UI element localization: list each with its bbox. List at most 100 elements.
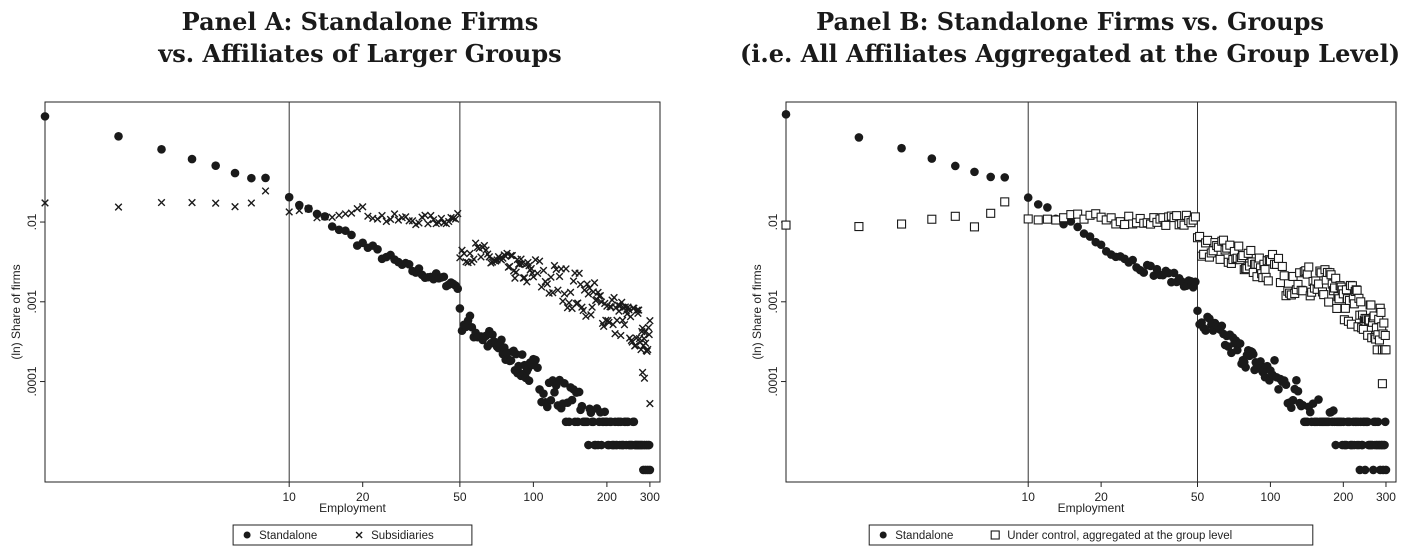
panel-b-group-point	[1313, 279, 1324, 289]
panel-b-group-point	[1246, 245, 1256, 256]
panel-a-standalone-point	[347, 230, 356, 240]
panel-a-standalone-point	[497, 335, 506, 345]
panel-b-standalone-point	[1023, 193, 1033, 202]
panel-b-standalone-point	[970, 167, 979, 177]
panel-b-data-points	[781, 110, 1391, 475]
panel-a-subsidiaries-point	[643, 347, 651, 356]
panel-a-standalone-point	[488, 330, 497, 340]
panel-b-legend-marker-standalone	[879, 531, 887, 539]
panel-a-subsidiaries-point	[511, 274, 519, 282]
panel-b-group-point	[897, 219, 907, 229]
panel-b-group-point	[1319, 290, 1329, 300]
panel-b-y-axis-label: (ln) Share of firms	[750, 264, 764, 359]
panel-a-standalone-point	[341, 226, 350, 236]
panel-a-standalone-point	[600, 407, 610, 417]
panel-a-y-axis-label: (ln) Share of firms	[9, 264, 23, 359]
panel-a-subsidiaries-point	[626, 312, 635, 321]
panel-a-subsidiaries-point	[462, 258, 470, 266]
panel-a-standalone-point	[539, 389, 548, 398]
panel-a-subsidiaries-point	[646, 316, 654, 325]
panel-a-standalone-point	[550, 388, 559, 397]
panel-b-standalone-point	[1043, 203, 1052, 212]
panel-a-subsidiaries-point	[453, 209, 462, 218]
panel-a-subsidiaries-point	[469, 255, 478, 263]
panel-a-subsidiaries-point	[415, 219, 423, 227]
panel-a-standalone-point	[517, 350, 527, 359]
panel-a-subsidiaries-point	[618, 316, 627, 325]
panel-b-standalone-point	[1033, 200, 1043, 209]
panel-a-subsidiaries-point	[643, 345, 652, 354]
panel-a-standalone-point	[645, 465, 655, 475]
panel-a-standalone-point	[560, 379, 569, 388]
panel-b-group-point	[950, 211, 960, 221]
panel-a-standalone-point	[597, 440, 606, 450]
panel-b-group-point	[1000, 197, 1010, 207]
panel-b-group-point	[1381, 345, 1391, 355]
panel-a-subsidiaries-point	[613, 316, 621, 325]
panel-a-standalone-point	[373, 245, 382, 254]
panel-b-x-axis-label: Employment	[1058, 501, 1125, 515]
panel-b-standalone-point	[1241, 363, 1250, 372]
panel-a-subsidiaries-point	[640, 334, 648, 343]
panel-a-subsidiaries-point	[364, 212, 372, 221]
panel-a-subsidiaries-point	[565, 298, 573, 307]
panel-b-group-point	[1042, 214, 1052, 224]
panel-a-title-line-2: vs. Affiliates of Larger Groups	[158, 39, 562, 68]
panel-a-subsidiaries-point	[576, 280, 585, 289]
panel-a-standalone-point	[261, 173, 270, 183]
panel-a-standalone-point	[533, 363, 542, 372]
panel-a-standalone-point	[334, 225, 344, 235]
panel-a-x-tick-label: 200	[597, 490, 617, 504]
panel-a-standalone-point	[542, 402, 552, 412]
panel-a-subsidiaries-point	[231, 202, 239, 211]
panel-b-group-point	[1366, 300, 1376, 310]
panel-b-standalone-point	[1249, 349, 1258, 359]
panel-b-y-tick-label: .001	[766, 290, 780, 314]
panel-a-x-axis-label: Employment	[319, 501, 386, 515]
panel-a-subsidiaries-point	[646, 399, 654, 408]
panel-a-standalone-point	[567, 395, 577, 405]
panel-a-subsidiaries-point	[471, 239, 480, 247]
panel-a-subsidiaries-point	[382, 217, 391, 226]
panel-a-standalone-point	[294, 200, 304, 210]
panel-a-subsidiaries-point	[560, 289, 569, 298]
panel-b-group-point	[1277, 261, 1287, 272]
panel-a-subsidiaries-point	[569, 277, 578, 285]
panel-a-plot-frame	[44, 101, 661, 483]
panel-b-title-line-2: (i.e. All Affiliates Aggregated at the G…	[739, 39, 1401, 68]
panel-b-group-point	[1356, 297, 1366, 307]
panel-a-x-tick-label: 100	[523, 490, 543, 504]
panel-b-standalone-point	[1292, 376, 1301, 385]
panel-a-subsidiaries-point	[599, 322, 608, 331]
panel-a-standalone-point	[506, 356, 516, 365]
panel-b-legend: Standalone Under control, aggregated at t…	[868, 524, 1314, 546]
panel-a-legend-label: Standalone	[259, 530, 317, 542]
panel-a-subsidiaries-point	[588, 303, 596, 311]
panel-a-x-tick-label: 20	[356, 490, 370, 504]
panel-b-group-point	[1331, 273, 1341, 283]
panel-a-standalone-point	[584, 440, 593, 450]
panel-a-subsidiaries-point	[378, 211, 386, 220]
panel-a-subsidiaries-point	[523, 277, 531, 286]
panel-a-y-tick-label: .01	[25, 213, 39, 230]
panel-b-x-tick-label: 10	[1022, 490, 1036, 504]
panel-a-subsidiaries-point	[533, 269, 542, 278]
panel-b-standalone-point	[1363, 417, 1372, 427]
panel-b-group-point	[1124, 211, 1134, 221]
panel-a-subsidiaries-point	[583, 280, 591, 288]
panel-b-title-line-1: Panel B: Standalone Firms vs. Groups	[816, 7, 1324, 36]
panel-a-subsidiaries-point	[429, 215, 438, 224]
panel-b-standalone-point	[1288, 395, 1298, 405]
panel-a-standalone-point	[247, 173, 256, 183]
panel-a-subsidiaries-point	[390, 210, 399, 218]
panel-a-subsidiaries-point	[634, 306, 643, 314]
panel-a-standalone-point	[574, 387, 584, 397]
panel-a-standalone-point	[230, 168, 240, 178]
panel-a-subsidiaries-point	[631, 341, 640, 350]
panel-a-subsidiaries-point	[507, 251, 515, 260]
panel-a-subsidiaries-point	[579, 306, 588, 315]
panel-a-legend-box	[232, 524, 473, 546]
panel-b-x-tick-label: 20	[1094, 490, 1108, 504]
panel-a-subsidiaries-point	[321, 212, 329, 221]
panel-a-subsidiaries-point	[508, 251, 517, 260]
